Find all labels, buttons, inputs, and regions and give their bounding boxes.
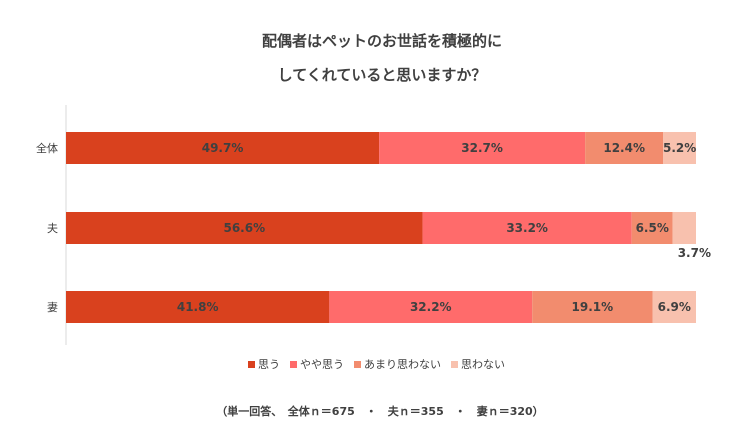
bar-segment: [631, 212, 673, 244]
data-label: 33.2%: [506, 221, 548, 235]
category-label: 全体: [36, 141, 58, 155]
chart-title-line-2: してくれていると思いますか？: [278, 66, 487, 84]
legend-label: やや思う: [300, 358, 344, 371]
bars: 49.7% 32.7% 12.4% 5.2% 56.6% 33.2% 6.5% 3.7% 41.…: [66, 132, 711, 323]
bar-segment: [66, 132, 380, 164]
legend-swatch: [248, 361, 255, 368]
data-label: 41.8%: [177, 300, 219, 314]
legend-swatch: [354, 361, 361, 368]
data-label: 19.1%: [572, 300, 614, 314]
data-label: 32.2%: [410, 300, 452, 314]
category-label: 夫: [47, 222, 58, 235]
legend-swatch: [290, 361, 297, 368]
data-label: 6.5%: [636, 221, 669, 235]
bar-segment: [329, 291, 533, 323]
bar-segment: [663, 132, 696, 164]
bar-segment: [66, 212, 423, 244]
chart-title-line-1: 配偶者はペットのお世話を積極的に: [262, 32, 502, 50]
bar-segment: [422, 212, 632, 244]
data-label: 6.9%: [658, 300, 691, 314]
legend-label: 思う: [258, 358, 280, 371]
bar-segment: [652, 291, 696, 323]
bar-segment: [585, 132, 664, 164]
bar-segment: [532, 291, 653, 323]
bar-segment: [66, 291, 330, 323]
legend: 思う やや思う あまり思わない 思わない: [248, 358, 505, 371]
data-label: 49.7%: [202, 141, 244, 155]
bar-segment: [672, 212, 696, 244]
sample-size-note: （単一回答、 全体ｎ＝675 ・ 夫ｎ＝355 ・ 妻ｎ＝320）: [216, 404, 543, 418]
data-label: 3.7%: [678, 246, 711, 260]
data-label: 56.6%: [223, 221, 265, 235]
legend-label: 思わない: [461, 358, 505, 371]
category-label: 妻: [47, 301, 58, 314]
data-label: 32.7%: [461, 141, 503, 155]
bar-segment: [379, 132, 586, 164]
legend-swatch: [451, 361, 458, 368]
data-label: 12.4%: [603, 141, 645, 155]
data-label: 5.2%: [663, 141, 696, 155]
legend-label: あまり思わない: [364, 358, 441, 371]
